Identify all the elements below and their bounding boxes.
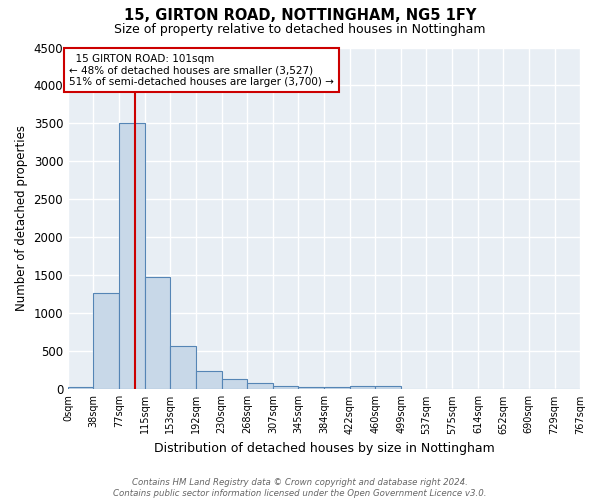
Bar <box>94 293 119 390</box>
Bar <box>350 386 375 390</box>
Bar <box>247 383 273 390</box>
Bar <box>401 388 427 390</box>
Bar <box>170 346 196 390</box>
X-axis label: Distribution of detached houses by size in Nottingham: Distribution of detached houses by size … <box>154 442 494 455</box>
Bar <box>325 386 350 390</box>
Text: Size of property relative to detached houses in Nottingham: Size of property relative to detached ho… <box>114 22 486 36</box>
Bar <box>375 386 401 390</box>
Bar <box>273 386 298 390</box>
Bar <box>68 387 94 390</box>
Text: 15, GIRTON ROAD, NOTTINGHAM, NG5 1FY: 15, GIRTON ROAD, NOTTINGHAM, NG5 1FY <box>124 8 476 22</box>
Bar <box>298 387 325 390</box>
Bar <box>221 380 247 390</box>
Y-axis label: Number of detached properties: Number of detached properties <box>15 126 28 312</box>
Bar <box>196 370 221 390</box>
Text: 15 GIRTON ROAD: 101sqm
← 48% of detached houses are smaller (3,527)
51% of semi-: 15 GIRTON ROAD: 101sqm ← 48% of detached… <box>70 54 334 87</box>
Bar <box>145 277 170 390</box>
Bar <box>119 124 145 390</box>
Text: Contains HM Land Registry data © Crown copyright and database right 2024.
Contai: Contains HM Land Registry data © Crown c… <box>113 478 487 498</box>
